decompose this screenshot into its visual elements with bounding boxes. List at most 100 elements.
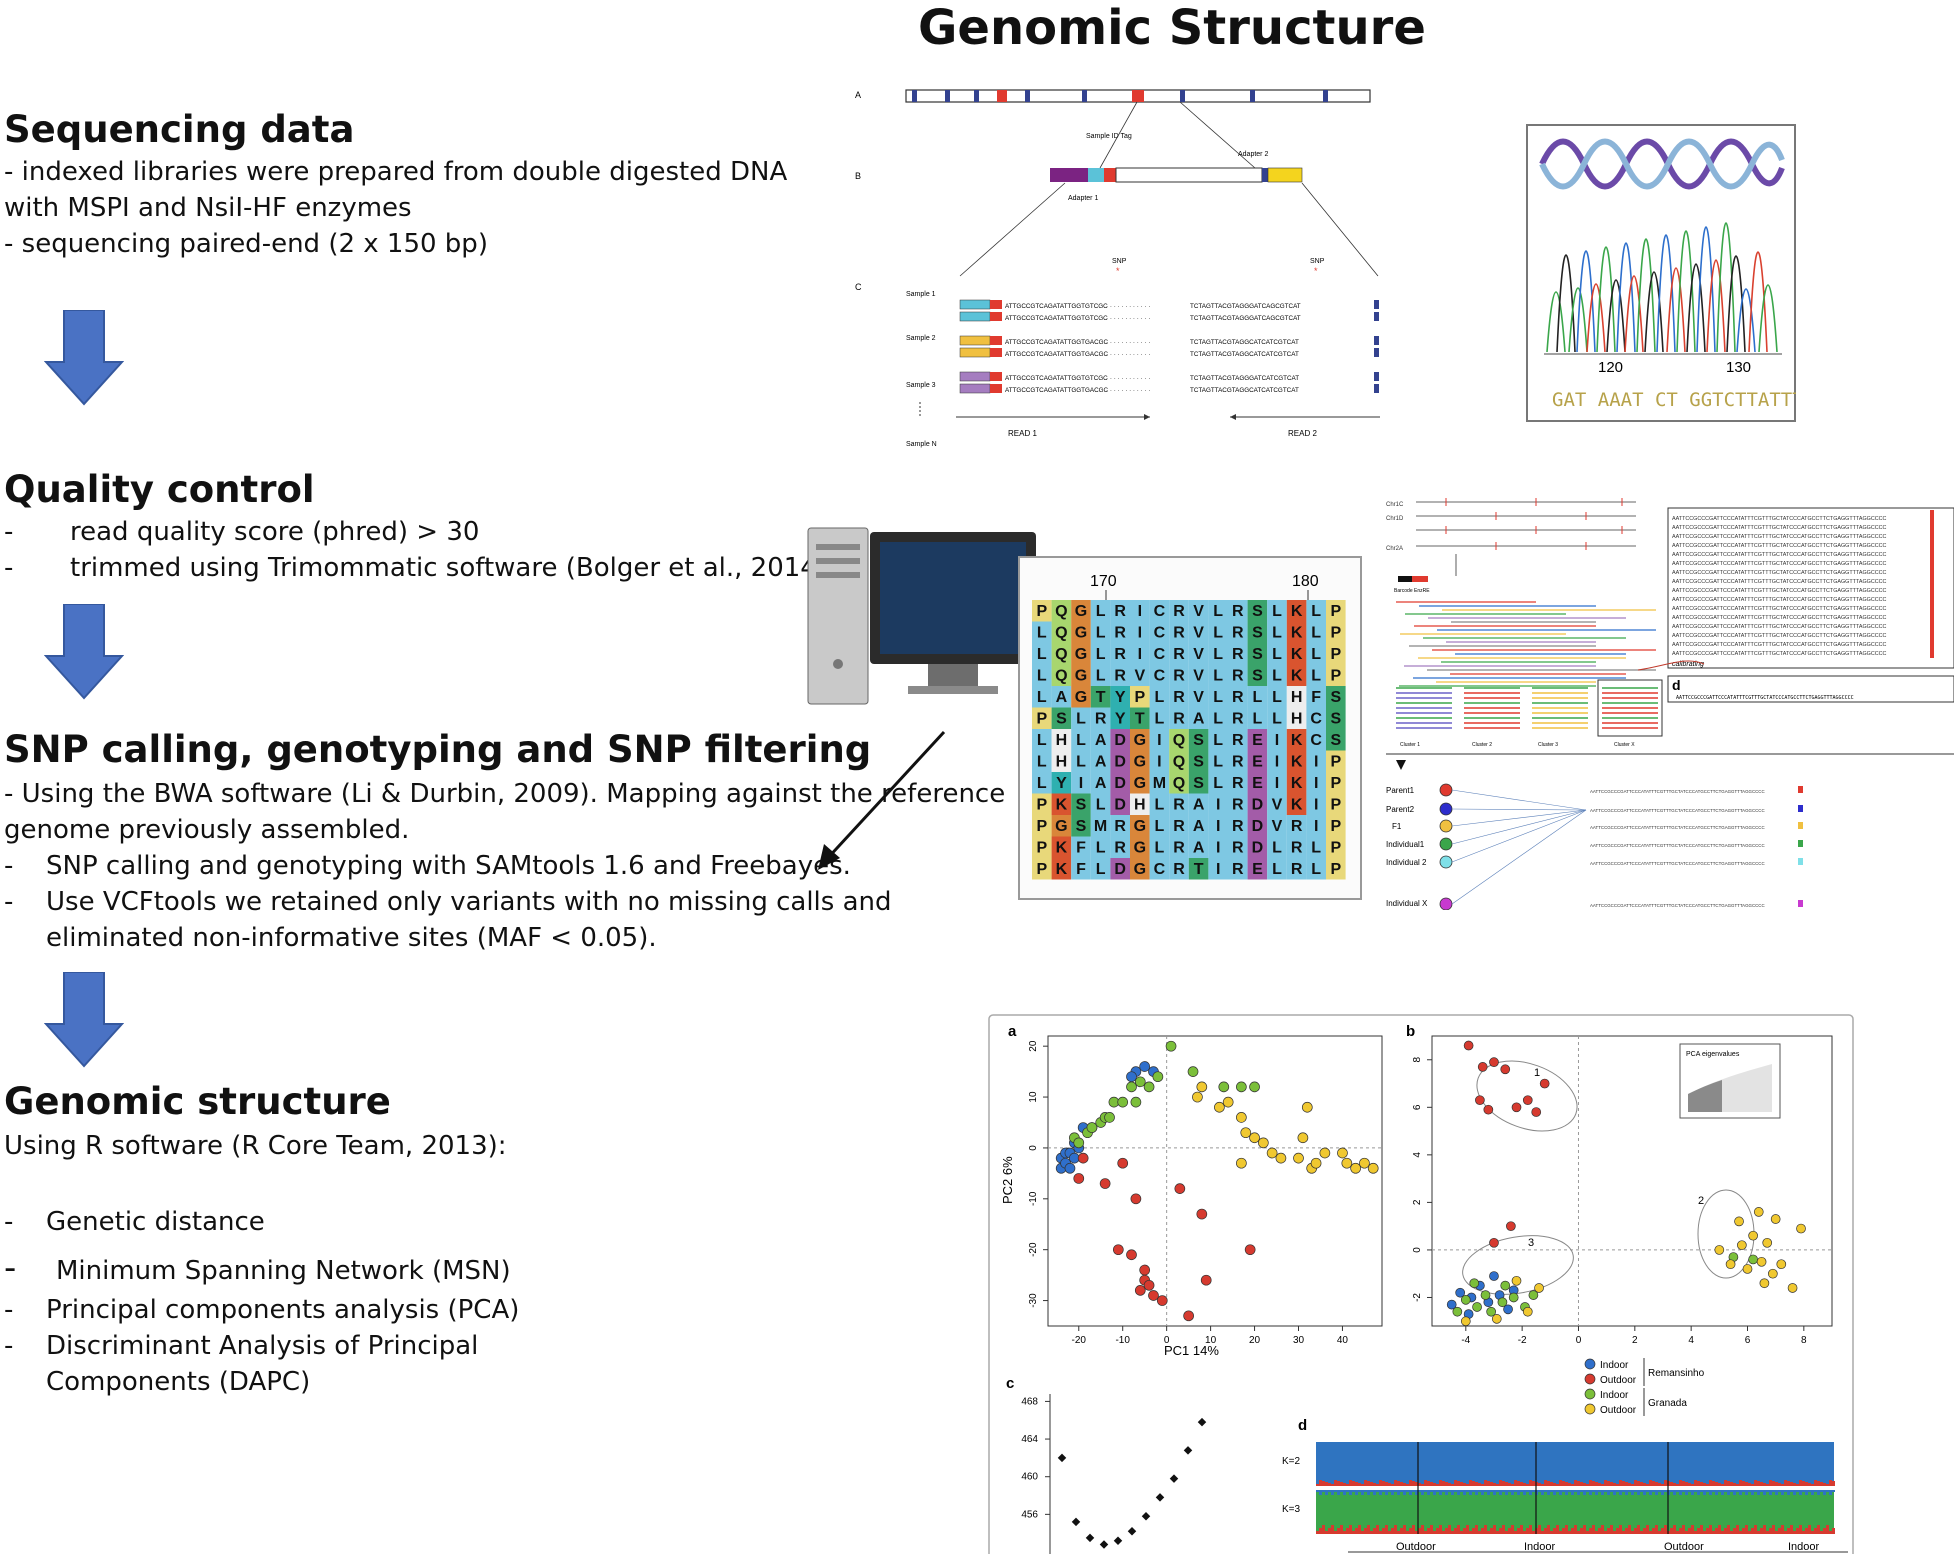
cluster-x-frame — [1597, 679, 1663, 737]
alignment-residue: L — [1213, 625, 1223, 642]
k2-minor — [1700, 1482, 1703, 1486]
snp-item-2: - Use VCFtools we retained only variants … — [4, 887, 892, 917]
alignment-residue: P — [1330, 797, 1341, 814]
k3-red — [1652, 1528, 1655, 1534]
k2-minor — [1463, 1483, 1466, 1486]
pca-point — [1126, 1249, 1137, 1261]
k3-blue — [1802, 1490, 1805, 1492]
k3-red — [1421, 1525, 1424, 1534]
k2-minor — [1466, 1484, 1469, 1486]
alignment-cell — [1130, 858, 1150, 880]
alignment-cell — [1208, 621, 1228, 643]
alignment-cell — [1090, 621, 1111, 643]
sequencing-line-3: - sequencing paired-end (2 x 150 bp) — [4, 229, 488, 259]
k2-minor — [1655, 1482, 1658, 1486]
alignment-cell — [1090, 836, 1111, 858]
adapter-end — [1374, 348, 1379, 357]
alignment-residue: L — [1272, 711, 1282, 728]
alignment-residue: L — [1311, 861, 1321, 878]
legend-dot — [1584, 1403, 1596, 1415]
k2-minor — [1508, 1483, 1511, 1486]
alignment-cell — [1286, 686, 1307, 708]
pca-point — [1472, 1302, 1482, 1312]
k3-red — [1745, 1525, 1748, 1534]
alignment-residue: Y — [1056, 775, 1067, 792]
k3-red — [1499, 1528, 1502, 1534]
down-arrow-icon — [44, 604, 124, 700]
alignment-residue: E — [1252, 861, 1263, 878]
pca-point — [1236, 1157, 1247, 1169]
indiv-label-5: Individual 2 — [1386, 858, 1427, 867]
alignment-residue: L — [1155, 689, 1165, 706]
alignment-residue: C — [1154, 861, 1166, 878]
alignment-cell — [1208, 793, 1228, 815]
sample-reads: ATTGCCGTCAGATATTGGTGTCGC· · · · · · · · … — [959, 299, 1379, 394]
alignment-residue: L — [1096, 861, 1106, 878]
alignment-residue: S — [1252, 646, 1263, 663]
pca-point — [1796, 1223, 1806, 1234]
indiv-label-6: Individual X — [1386, 899, 1428, 908]
alignment-residue: P — [1330, 668, 1341, 685]
pca-point — [1297, 1132, 1309, 1144]
snp-line-2: genome previously assembled. — [4, 815, 410, 845]
k3-red — [1370, 1531, 1373, 1534]
alignment-residue: A — [1095, 754, 1107, 771]
alignment-cell — [1228, 858, 1248, 880]
k3-red — [1709, 1525, 1712, 1534]
alignment-cell — [1326, 621, 1346, 643]
alignment-residue: P — [1036, 711, 1047, 728]
alignment-residue: L — [1213, 775, 1223, 792]
alignment-residue: V — [1193, 646, 1204, 663]
x-tick-label: 0 — [1164, 1335, 1170, 1346]
k3-red — [1490, 1528, 1493, 1534]
alignment-residue: L — [1037, 646, 1047, 663]
k3-red — [1793, 1531, 1796, 1534]
alignment-cell — [1051, 815, 1072, 837]
alignment-cell — [1130, 815, 1150, 837]
k3-blue — [1790, 1490, 1793, 1492]
k2-minor — [1817, 1481, 1820, 1486]
alignment-cell — [1208, 686, 1228, 708]
k3-blue — [1316, 1490, 1319, 1492]
k3-red — [1397, 1531, 1400, 1534]
restriction-sites — [912, 90, 1328, 102]
pca-point — [1776, 1259, 1787, 1270]
alignment-residue: R — [1232, 797, 1244, 814]
k3-red — [1604, 1531, 1607, 1534]
barcode-label: Barcode EnzRE — [1394, 588, 1430, 594]
k2-minor — [1814, 1480, 1817, 1486]
read-right-seq: TCTAGTTACGTAGGCATCATCGTCAT — [1190, 387, 1299, 394]
k3-red — [1673, 1525, 1676, 1534]
k2-minor — [1745, 1482, 1748, 1486]
k3-red — [1751, 1528, 1754, 1534]
k2-minor — [1430, 1482, 1433, 1486]
k2-minor — [1790, 1482, 1793, 1486]
calibration-seq-line: AATTCCGCCCGATTCCCATATTTCGTTTGCTATCCCATGC… — [1672, 588, 1887, 594]
k3-blue — [1541, 1490, 1544, 1495]
calibration-seq-line: AATTCCGCCCGATTCCCATATTTCGTTTGCTATCCCATGC… — [1672, 534, 1887, 540]
k3-blue — [1499, 1490, 1502, 1495]
k3-blue — [1688, 1490, 1691, 1492]
k2-minor — [1418, 1483, 1421, 1486]
sample-label-n: Sample N — [906, 441, 937, 448]
k2-minor — [1691, 1484, 1694, 1486]
pca-point — [1737, 1240, 1747, 1251]
read-left-seq: ATTGCCGTCAGATATTGGTGTCGC — [1005, 303, 1108, 310]
k3-red — [1481, 1528, 1484, 1534]
alignment-residue: L — [1155, 797, 1165, 814]
alignment-cell — [1267, 836, 1287, 858]
quality-item-2-text: trimmed using Trimommatic software (Bolg… — [70, 553, 827, 583]
k3-blue — [1625, 1490, 1628, 1495]
pca-point — [1126, 1071, 1137, 1083]
pca-point — [1486, 1306, 1497, 1317]
alignment-residue: H — [1291, 711, 1303, 728]
pca-point — [1139, 1264, 1151, 1276]
k3-blue — [1691, 1490, 1694, 1495]
k3-red — [1517, 1528, 1520, 1534]
pca-point — [1337, 1147, 1348, 1159]
individual-snp — [1798, 840, 1803, 847]
pca-point — [1112, 1244, 1124, 1256]
individual-snp — [1798, 900, 1803, 907]
alignment-residue: L — [1311, 646, 1321, 663]
panel-a-xlabel: PC1 14% — [1164, 1343, 1219, 1358]
